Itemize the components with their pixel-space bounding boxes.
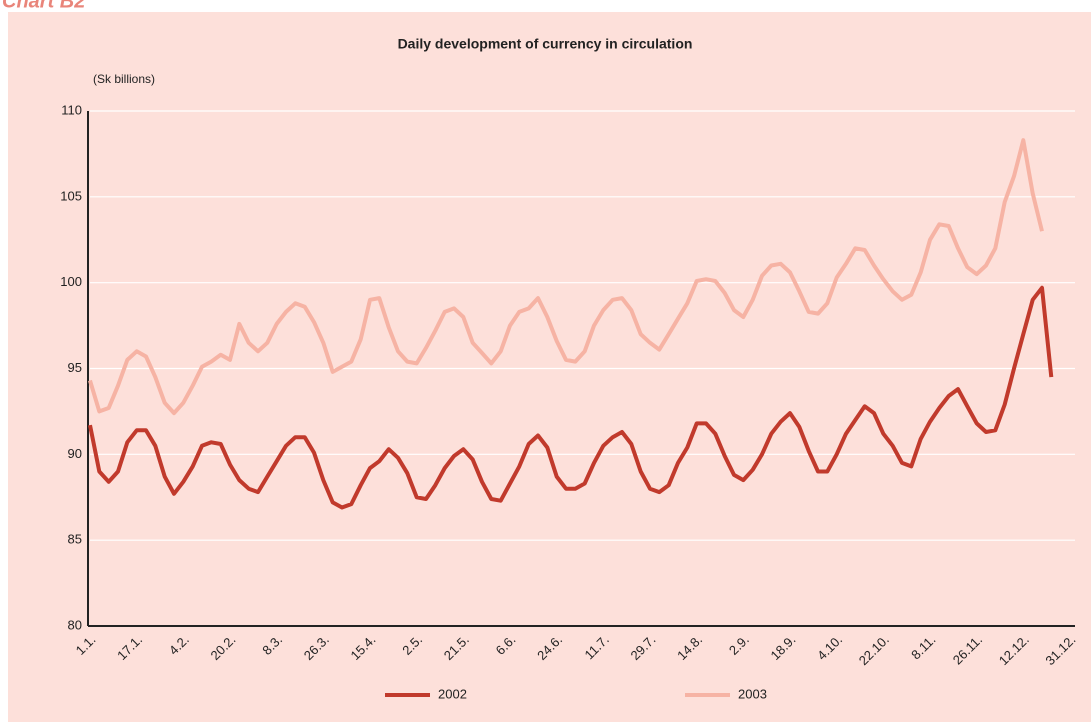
y-axis-label: (Sk billions) [93,72,155,86]
chart-heading: Chart B2 [2,0,85,12]
legend-label: 2002 [438,686,467,701]
y-tick-label: 105 [60,188,82,203]
chart-title: Daily development of currency in circula… [398,36,693,52]
legend-label: 2003 [738,686,767,701]
y-tick-label: 80 [68,617,82,632]
y-tick-label: 100 [60,274,82,289]
y-tick-label: 110 [61,102,82,117]
series-line [88,138,1044,416]
panel [8,12,1091,722]
series-line [88,285,1054,510]
y-tick-label: 85 [68,532,82,547]
y-tick-label: 95 [68,360,82,375]
y-tick-label: 90 [68,446,82,461]
